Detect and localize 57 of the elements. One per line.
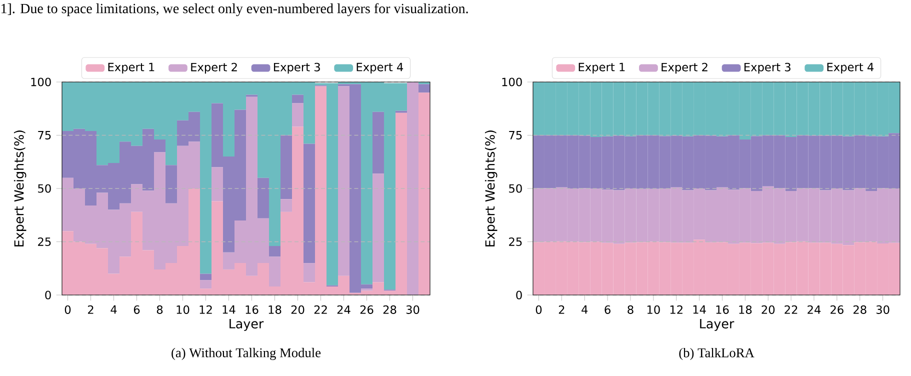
x-tick-label: 18 — [739, 305, 752, 314]
y-tick-label: 25 — [38, 237, 51, 246]
x-tick-label: 24 — [808, 305, 821, 314]
legend-label: Expert 1 — [108, 62, 154, 74]
x-tick-label: 8 — [628, 305, 634, 314]
legend-label: Expert 4 — [827, 62, 874, 74]
x-tick-label: 2 — [88, 305, 94, 314]
legend-label: Expert 2 — [191, 62, 237, 74]
y-tick-label: 100 — [31, 78, 51, 86]
x-tick-label: 2 — [558, 305, 564, 314]
x-axis-title: Layer — [230, 319, 264, 331]
x-tick-label: 6 — [134, 305, 140, 314]
x-tick-label: 6 — [604, 305, 610, 314]
x-tick-label: 14 — [222, 305, 236, 314]
y-tick-label: 0 — [45, 290, 51, 300]
legend-label: Expert 3 — [274, 62, 320, 74]
x-tick-label: 0 — [536, 305, 542, 314]
x-tick-label: 16 — [716, 305, 729, 314]
x-tick-label: 26 — [360, 305, 374, 314]
x-tick-label: 28 — [383, 305, 396, 314]
x-tick-label: 30 — [876, 305, 890, 314]
x-tick-label: 4 — [110, 305, 117, 314]
legend-label: Expert 4 — [356, 62, 404, 74]
x-tick-label: 12 — [200, 305, 212, 314]
x-tick-label: 8 — [156, 305, 163, 314]
x-tick-label: 14 — [693, 305, 706, 314]
x-tick-label: 22 — [784, 305, 798, 314]
y-tick-label: 25 — [509, 237, 522, 246]
text: (b) TalkLoRA — [679, 348, 754, 360]
x-tick-label: 22 — [314, 305, 327, 314]
x-tick-label: 28 — [853, 305, 866, 314]
y-tick-label: 50 — [38, 184, 51, 193]
y-tick-label: 100 — [502, 78, 522, 86]
x-tick-label: 20 — [291, 305, 304, 314]
y-tick-label: 75 — [38, 131, 51, 140]
x-tick-label: 30 — [406, 305, 420, 314]
x-tick-label: 10 — [647, 305, 660, 314]
legend-label: Expert 2 — [662, 62, 708, 74]
y-tick-label: 50 — [509, 184, 522, 193]
x-tick-label: 4 — [582, 305, 588, 314]
y-tick-label: 0 — [516, 290, 522, 300]
y-tick-label: 75 — [509, 131, 522, 140]
text: (a) Without Talking Module — [172, 348, 321, 360]
x-tick-label: 18 — [268, 305, 282, 314]
x-tick-label: 20 — [762, 305, 775, 314]
x-tick-label: 16 — [246, 305, 258, 314]
x-tick-label: 26 — [830, 305, 844, 314]
x-tick-label: 10 — [176, 305, 190, 314]
legend-label: Expert 1 — [578, 62, 625, 74]
x-axis-title: Layer — [700, 319, 734, 331]
y-axis-title: Expert Weights(%) — [484, 130, 498, 246]
legend-label: Expert 3 — [744, 62, 790, 74]
x-tick-label: 24 — [337, 305, 350, 314]
x-tick-label: 12 — [670, 305, 682, 314]
y-axis-title: Expert Weights(%) — [14, 130, 26, 246]
x-tick-label: 0 — [64, 305, 71, 314]
text: 1]. Due to space limitations, we select only even-numbered layers for visualization. — [1, 3, 468, 16]
